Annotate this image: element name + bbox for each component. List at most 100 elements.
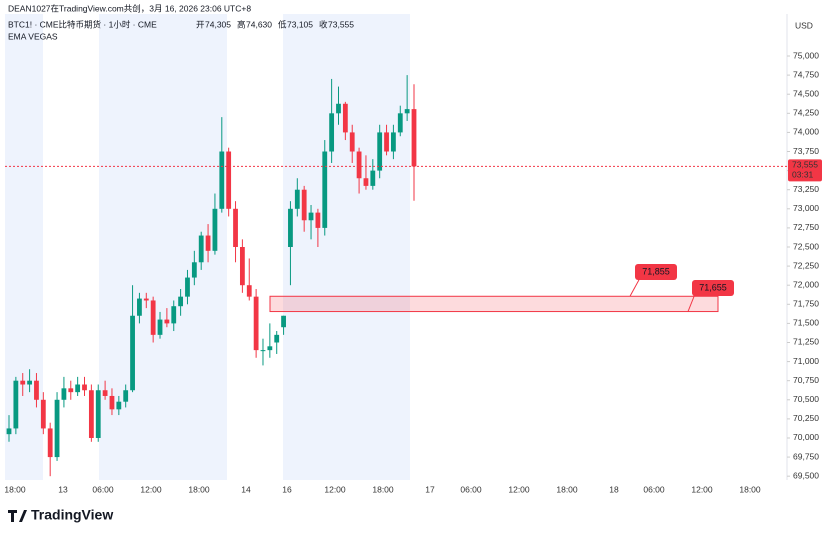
zone-top-tag bbox=[635, 264, 677, 280]
y-tick-label: 70,000 bbox=[793, 432, 819, 442]
candle-body bbox=[82, 384, 87, 391]
candle-body bbox=[397, 113, 403, 133]
candle-body bbox=[253, 296, 259, 351]
candle-body bbox=[109, 395, 115, 410]
y-tick-label: 70,500 bbox=[793, 394, 819, 404]
x-tick-label: 12:00 bbox=[691, 484, 713, 494]
current-price-tag bbox=[788, 159, 822, 182]
candle-body bbox=[281, 315, 286, 328]
y-tick-label: 72,500 bbox=[793, 241, 819, 251]
x-tick-label: 16 bbox=[282, 484, 292, 494]
candle-body bbox=[274, 334, 280, 343]
candle-body bbox=[391, 132, 396, 152]
y-tick-label: 74,750 bbox=[793, 69, 819, 79]
candle-body bbox=[246, 285, 252, 297]
candle-body bbox=[178, 296, 184, 307]
x-tick-label: 18:00 bbox=[188, 484, 210, 494]
candle-body bbox=[233, 208, 238, 247]
candle-body bbox=[185, 277, 190, 297]
candle-body bbox=[143, 298, 149, 301]
candle-body bbox=[171, 306, 177, 324]
x-tick-label: 17 bbox=[425, 484, 435, 494]
y-tick-label: 71,500 bbox=[793, 318, 819, 328]
y-tick-label: 69,500 bbox=[793, 470, 819, 480]
y-tick-label: 70,250 bbox=[793, 413, 819, 423]
credit: DEAN1027在TradingView.com共创，3月 16, 2026 2… bbox=[8, 3, 251, 13]
y-tick-label: 73,750 bbox=[793, 146, 819, 156]
candle-body bbox=[404, 109, 410, 114]
y-tick-label: 73,250 bbox=[793, 184, 819, 194]
x-tick-label: 18:00 bbox=[372, 484, 394, 494]
candle-body bbox=[40, 399, 46, 429]
zone-top-label: 71,855 bbox=[642, 266, 670, 276]
y-tick-label: 72,750 bbox=[793, 222, 819, 232]
candle-body bbox=[212, 208, 218, 251]
x-tick-label: 12:00 bbox=[140, 484, 162, 494]
ohlc-value: 74,630 bbox=[246, 19, 272, 29]
candle-body bbox=[116, 401, 122, 410]
zone-bottom-tag bbox=[692, 280, 734, 296]
candle-body bbox=[47, 428, 53, 458]
candle-body bbox=[301, 189, 307, 221]
candle-body bbox=[191, 262, 197, 278]
candle-body bbox=[130, 315, 135, 391]
candle-body bbox=[288, 208, 293, 247]
candle-body bbox=[95, 390, 101, 438]
x-tick-label: 14 bbox=[241, 484, 251, 494]
candle-body bbox=[308, 212, 314, 221]
indicator: EMA VEGAS bbox=[8, 31, 58, 41]
x-tick-label: 18:00 bbox=[739, 484, 761, 494]
y-tick-label: 71,750 bbox=[793, 299, 819, 309]
zone-callout bbox=[629, 277, 641, 297]
candle-body bbox=[370, 170, 376, 186]
x-tick-label: 18:00 bbox=[556, 484, 578, 494]
candle-body bbox=[363, 178, 369, 186]
candle-body bbox=[336, 103, 341, 114]
y-tick-label: 72,000 bbox=[793, 279, 819, 289]
current-price-label: 73,555 bbox=[792, 160, 818, 170]
candle-body bbox=[150, 300, 156, 335]
candle-body bbox=[356, 151, 362, 179]
candle-body bbox=[88, 390, 94, 438]
candle-body bbox=[267, 346, 273, 351]
x-tick-label: 13 bbox=[58, 484, 68, 494]
symbol: BTC1! · CME比特币期货 · 1小时 · CME bbox=[8, 19, 157, 29]
candle-body bbox=[102, 390, 108, 396]
x-tick-label: 06:00 bbox=[92, 484, 114, 494]
candle-body bbox=[61, 388, 67, 400]
candle-body bbox=[260, 350, 266, 352]
candle-body bbox=[411, 109, 417, 167]
countdown: 03:31 bbox=[792, 170, 814, 180]
y-tick-label: 73,000 bbox=[793, 203, 819, 213]
y-tick-label: 74,250 bbox=[793, 108, 819, 118]
candle-body bbox=[34, 380, 39, 400]
y-tick-label: 70,750 bbox=[793, 375, 819, 385]
candle-body bbox=[349, 132, 355, 152]
candle-body bbox=[294, 189, 300, 209]
session-shade bbox=[283, 14, 410, 480]
y-tick-label: 75,000 bbox=[793, 50, 819, 60]
candle-body bbox=[68, 388, 74, 393]
candle-body bbox=[205, 235, 211, 251]
x-tick-label: 12:00 bbox=[508, 484, 530, 494]
candle-body bbox=[157, 319, 163, 335]
ohlc-value: 74,305 bbox=[205, 19, 231, 29]
ohlc-label: 开 bbox=[196, 19, 205, 29]
candle-body bbox=[322, 151, 328, 228]
y-tick-label: 69,750 bbox=[793, 451, 819, 461]
candle-body bbox=[75, 384, 81, 393]
x-tick-label: 06:00 bbox=[643, 484, 665, 494]
candle-body bbox=[219, 151, 225, 209]
candle-body bbox=[198, 235, 204, 263]
x-tick-label: 12:00 bbox=[324, 484, 346, 494]
brand: TradingView bbox=[31, 507, 113, 523]
candle-body bbox=[137, 298, 142, 316]
candle-body bbox=[384, 132, 389, 152]
candle-body bbox=[27, 380, 32, 385]
zone-bottom-label: 71,655 bbox=[699, 282, 727, 292]
candle-body bbox=[377, 132, 383, 171]
y-tick-label: 71,250 bbox=[793, 337, 819, 347]
candle-body bbox=[342, 103, 348, 133]
